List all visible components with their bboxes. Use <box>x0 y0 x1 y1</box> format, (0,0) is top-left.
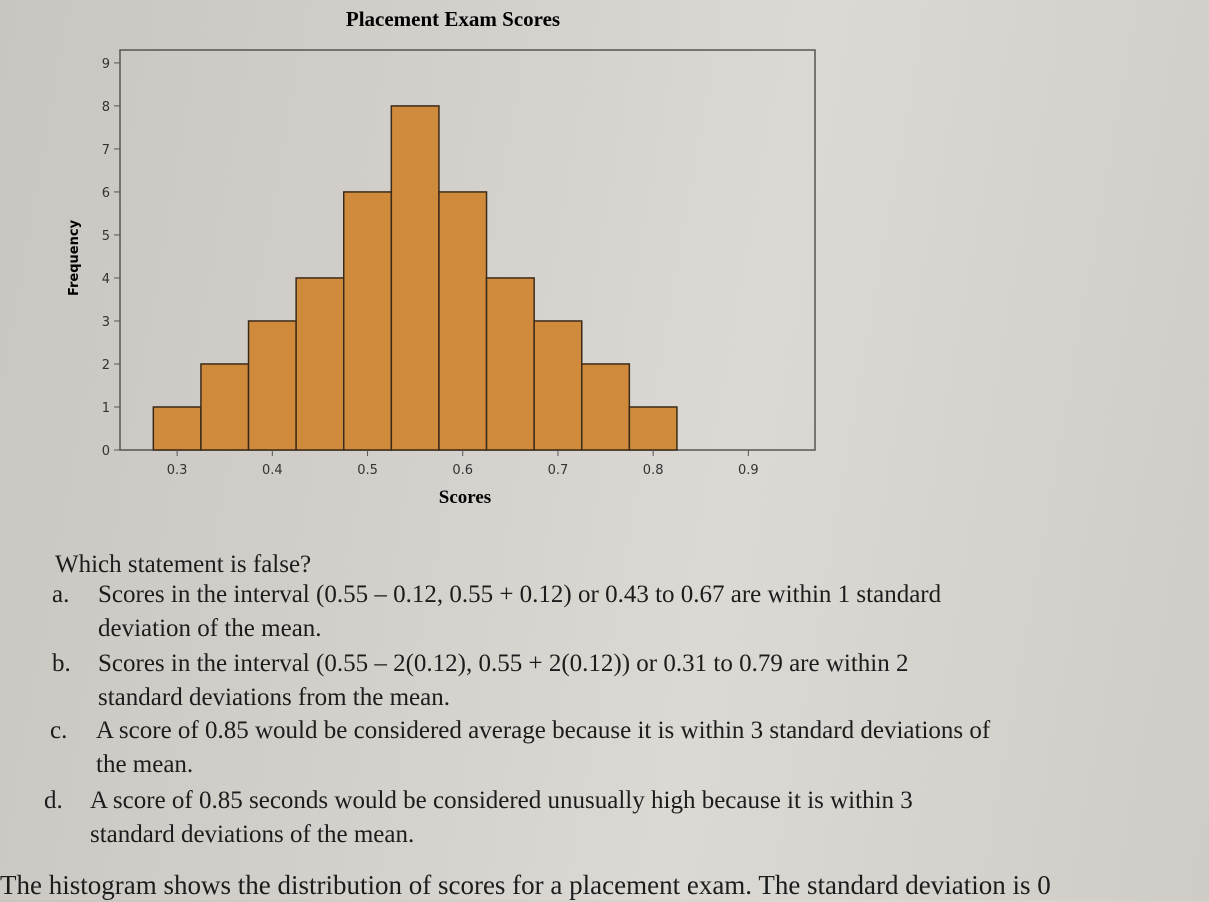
histogram-bar <box>295 277 345 451</box>
footer-text: The histogram shows the distribution of … <box>0 870 1051 900</box>
option-b[interactable]: b. Scores in the interval (0.55 – 2(0.12… <box>52 647 1182 715</box>
option-d[interactable]: d. A score of 0.85 seconds would be cons… <box>44 784 1194 852</box>
histogram-bar <box>342 191 393 451</box>
x-tick-label: 0.4 <box>262 463 283 478</box>
y-tick-label: 0 <box>102 444 110 459</box>
y-axis-title: Frequency <box>67 219 82 296</box>
histogram-bar <box>200 363 250 451</box>
histogram-bar <box>580 363 631 451</box>
chart-title: Placement Exam Scores <box>346 7 560 31</box>
y-tick-label: 3 <box>102 315 110 330</box>
y-tick-label: 7 <box>102 143 110 158</box>
histogram-bar <box>390 105 440 451</box>
histogram-bar <box>438 191 488 451</box>
option-a-line: Scores in the interval (0.55 – 0.12, 0.5… <box>98 581 942 608</box>
y-tick-label: 4 <box>102 272 110 287</box>
x-tick-label: 0.7 <box>548 463 569 478</box>
histogram-chart: Placement Exam Scores 0.3 0.4 0.5 0.6 0.7 0.8… <box>67 7 816 508</box>
question-text: Which statement is false? <box>55 551 312 578</box>
option-a-letter: a. <box>52 581 70 608</box>
x-tick-label: 0.8 <box>643 463 664 478</box>
histogram-bar <box>152 406 202 451</box>
y-tick-label: 2 <box>102 358 110 373</box>
option-d-letter: d. <box>44 787 63 814</box>
option-b-letter: b. <box>52 650 71 677</box>
option-b-text: Scores in the interval (0.55 – 2(0.12), … <box>98 647 908 715</box>
histogram-bar <box>247 320 297 451</box>
y-tick-label: 6 <box>102 186 110 201</box>
x-tick-label: 0.3 <box>167 463 188 478</box>
option-a-text: Scores in the interval (0.55 – 0.12, 0.5… <box>98 578 941 646</box>
x-axis-title: Scores <box>439 487 491 508</box>
option-c-line: the mean. <box>96 751 194 778</box>
option-c[interactable]: c. A score of 0.85 would be considered a… <box>50 714 1200 782</box>
option-d-text: A score of 0.85 seconds would be conside… <box>90 784 913 852</box>
x-tick-label: 0.5 <box>357 463 378 478</box>
bars-group <box>152 105 678 451</box>
option-d-line: standard deviations of the mean. <box>90 821 415 848</box>
option-b-line: standard deviations from the mean. <box>98 684 450 711</box>
option-a[interactable]: a. Scores in the interval (0.55 – 0.12, … <box>52 578 1182 646</box>
x-tick-label: 0.9 <box>738 463 759 478</box>
y-tick-label: 9 <box>102 57 110 72</box>
histogram-bar <box>533 320 583 451</box>
y-axis: 0 1 2 3 4 5 6 7 8 9 <box>102 57 120 459</box>
y-tick-label: 1 <box>102 401 110 416</box>
y-tick-label: 8 <box>102 100 110 115</box>
option-d-line: A score of 0.85 seconds would be conside… <box>90 787 913 814</box>
histogram-bar <box>485 277 535 451</box>
option-c-line: A score of 0.85 would be considered aver… <box>96 717 991 744</box>
option-a-line: deviation of the mean. <box>98 615 322 642</box>
histogram-bar <box>628 406 678 451</box>
option-c-letter: c. <box>50 717 68 744</box>
option-b-line: Scores in the interval (0.55 – 2(0.12), … <box>98 650 909 677</box>
y-tick-label: 5 <box>102 229 110 244</box>
x-axis: 0.3 0.4 0.5 0.6 0.7 0.8 0.9 <box>167 450 759 478</box>
x-tick-label: 0.6 <box>452 463 473 478</box>
option-c-text: A score of 0.85 would be considered aver… <box>96 714 990 782</box>
